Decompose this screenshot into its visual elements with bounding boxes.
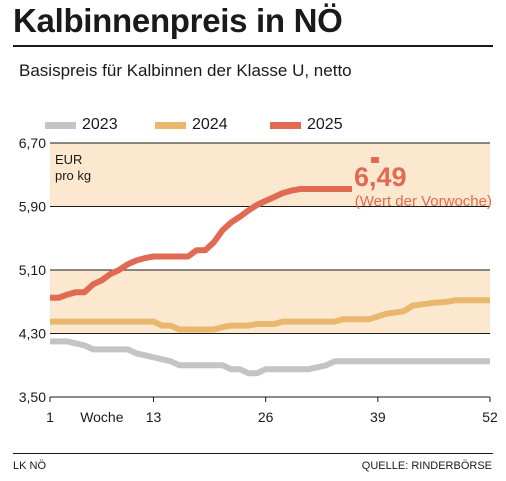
series-line-2025	[50, 186, 352, 301]
title-divider	[13, 45, 493, 47]
legend-label-2024: 2024	[192, 116, 228, 133]
x-tick-label: 52	[482, 409, 498, 425]
x-axis-label: Woche	[80, 409, 124, 425]
legend-swatch-2024	[155, 122, 186, 129]
series-line-2024	[50, 297, 490, 333]
chart-axes: 6,70 5,90 5,10 4,30 3,501 13 26 39 52	[19, 135, 498, 425]
footer-credit: LK NÖ	[13, 460, 47, 472]
y-tick-label: 4,30	[19, 326, 46, 342]
x-tick-label: 13	[146, 409, 162, 425]
y-tick-label: 5,10	[19, 262, 46, 278]
y-tick-label: 5,90	[19, 199, 46, 215]
chart-subtitle: Basispreis für Kalbinnen der Klasse U, n…	[19, 61, 352, 80]
x-tick-label: 26	[258, 409, 274, 425]
chart-series	[50, 186, 490, 377]
legend-swatch-2025	[270, 122, 301, 129]
x-tick-label: 39	[370, 409, 386, 425]
legend-label-2025: 2025	[307, 116, 343, 133]
annotation-value: 6,49	[354, 162, 407, 192]
chart-title: Kalbinnenpreis in NÖ	[13, 2, 343, 39]
series-line-2023	[50, 338, 490, 377]
chart-annotation: 6,49 (Wert der Vorwoche)	[354, 157, 492, 210]
unit-label-eur: EUR	[55, 152, 82, 167]
x-tick-label: 1	[46, 409, 54, 425]
annotation-marker	[370, 157, 379, 163]
legend-swatch-2023	[45, 122, 76, 129]
footer-source: QUELLE: RINDERBÖRSE	[361, 460, 492, 472]
unit-label-pro-kg: pro kg	[55, 168, 91, 183]
footer-divider	[13, 453, 493, 454]
y-tick-label: 6,70	[19, 135, 46, 151]
chart-gridlines	[50, 142, 490, 398]
chart-legend: 2023 2024 2025	[0, 116, 506, 138]
legend-label-2023: 2023	[82, 116, 118, 133]
annotation-note: (Wert der Vorwoche)	[355, 193, 492, 210]
y-tick-label: 3,50	[19, 389, 46, 405]
